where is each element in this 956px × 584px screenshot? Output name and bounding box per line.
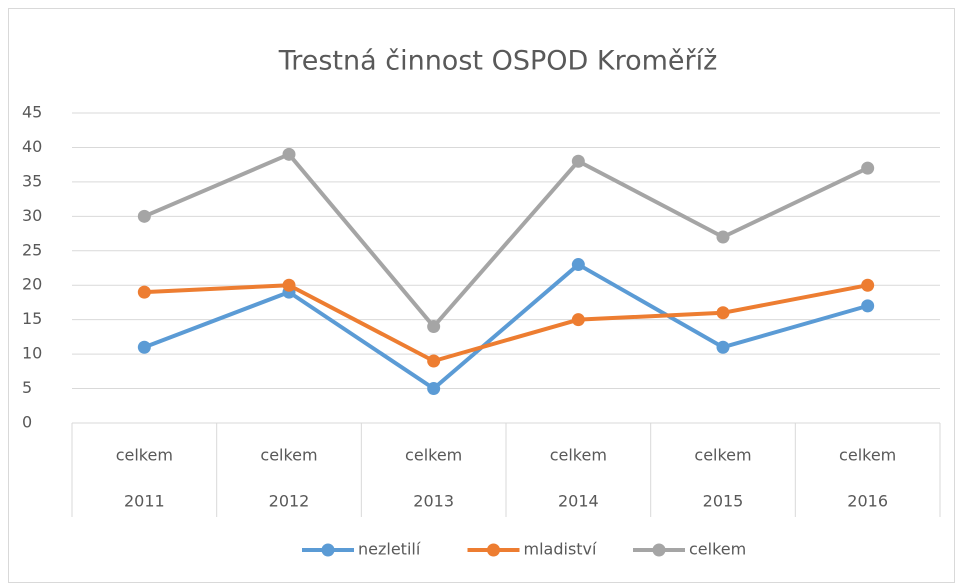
x-sublabel: celkem (550, 446, 607, 465)
data-point (571, 258, 585, 272)
x-sublabel: celkem (405, 446, 462, 465)
data-point (571, 313, 585, 327)
y-tick-label: 0 (22, 413, 32, 432)
y-tick-label: 40 (22, 137, 42, 156)
y-tick-label: 15 (22, 309, 42, 328)
data-point (861, 299, 875, 313)
y-tick-label: 30 (22, 206, 42, 225)
data-point (571, 154, 585, 168)
chart-border (8, 8, 955, 583)
y-tick-label: 5 (22, 378, 32, 397)
legend-label: nezletilí (358, 540, 421, 559)
legend-marker (487, 543, 500, 557)
y-tick-label: 35 (22, 171, 42, 190)
legend-label: mladiství (524, 540, 598, 559)
data-point (137, 285, 151, 299)
x-tick-label: 2015 (703, 492, 744, 511)
data-point (137, 209, 151, 223)
data-point (427, 320, 441, 334)
legend-marker (321, 543, 335, 557)
data-point (282, 147, 296, 161)
data-point (716, 230, 730, 244)
y-tick-label: 45 (22, 103, 42, 122)
x-tick-label: 2013 (413, 492, 454, 511)
y-tick-label: 20 (22, 275, 42, 294)
y-tick-label: 10 (22, 344, 42, 363)
data-point (282, 278, 296, 292)
data-point (427, 354, 441, 368)
x-sublabel: celkem (260, 446, 317, 465)
legend-marker (652, 543, 666, 557)
data-point (427, 382, 441, 396)
x-tick-label: 2011 (124, 492, 165, 511)
series-line (143, 262, 869, 391)
x-tick-label: 2016 (847, 492, 888, 511)
data-point (861, 278, 875, 292)
legend-label: celkem (689, 540, 746, 559)
x-sublabel: celkem (116, 446, 173, 465)
chart-title: Trestná činnost OSPOD Kroměříž (278, 46, 718, 77)
x-sublabel: celkem (839, 446, 896, 465)
x-tick-label: 2012 (269, 492, 310, 511)
x-sublabel: celkem (694, 446, 751, 465)
series-line (143, 152, 869, 329)
y-tick-label: 25 (22, 240, 42, 259)
data-point (716, 306, 730, 320)
data-point (716, 340, 730, 354)
data-point (861, 161, 875, 175)
data-point (137, 340, 151, 354)
x-tick-label: 2014 (558, 492, 599, 511)
series-line (144, 283, 869, 363)
